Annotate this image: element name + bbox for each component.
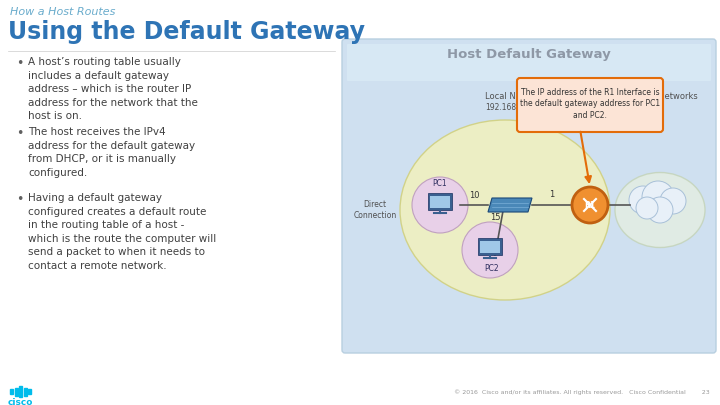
Text: The host receives the IPv4
address for the default gateway
from DHCP, or it is m: The host receives the IPv4 address for t… (28, 127, 195, 178)
Ellipse shape (400, 120, 610, 300)
FancyBboxPatch shape (517, 78, 663, 132)
Bar (24, 388, 27, 396)
Bar (19, 386, 22, 397)
Circle shape (572, 187, 608, 223)
Text: PC2: PC2 (485, 264, 499, 273)
FancyBboxPatch shape (347, 44, 711, 81)
Text: R1: R1 (585, 202, 595, 211)
Text: 15: 15 (490, 213, 500, 222)
FancyBboxPatch shape (480, 241, 500, 253)
Circle shape (629, 186, 657, 214)
Circle shape (412, 177, 468, 233)
Text: Local Network Route: Local Network Route (485, 92, 572, 101)
Circle shape (660, 188, 686, 214)
Circle shape (647, 197, 673, 223)
Ellipse shape (615, 173, 705, 247)
Text: cisco: cisco (8, 398, 33, 405)
Circle shape (636, 197, 658, 219)
Text: 192.168.10.0/24: 192.168.10.0/24 (485, 102, 548, 111)
Text: Remote Networks: Remote Networks (623, 92, 698, 101)
Text: Having a default gateway
configured creates a default route
in the routing table: Having a default gateway configured crea… (28, 193, 216, 271)
FancyBboxPatch shape (428, 193, 452, 210)
Text: PC1: PC1 (433, 179, 447, 188)
Text: Direct
Connection: Direct Connection (354, 200, 397, 220)
Text: Host Default Gateway: Host Default Gateway (447, 48, 611, 61)
Circle shape (462, 222, 518, 278)
Text: Using the Default Gateway: Using the Default Gateway (8, 20, 365, 44)
Circle shape (642, 181, 674, 213)
Bar (10, 389, 13, 394)
Text: The IP address of the R1 Interface is
the default gateway address for PC1
and PC: The IP address of the R1 Interface is th… (520, 88, 660, 120)
Bar (28, 389, 31, 394)
FancyBboxPatch shape (342, 39, 716, 353)
Text: •: • (16, 193, 23, 206)
Polygon shape (488, 198, 532, 212)
Text: 10: 10 (469, 191, 480, 200)
FancyBboxPatch shape (478, 238, 502, 255)
Text: How a Host Routes: How a Host Routes (10, 7, 115, 17)
Text: •: • (16, 127, 23, 140)
Text: A host’s routing table usually
includes a default gateway
address – which is the: A host’s routing table usually includes … (28, 57, 198, 122)
Bar (14, 388, 17, 396)
Text: •: • (16, 57, 23, 70)
FancyBboxPatch shape (430, 196, 450, 208)
Text: 1: 1 (549, 190, 554, 199)
Text: © 2016  Cisco and/or its affiliates. All rights reserved.   Cisco Confidential  : © 2016 Cisco and/or its affiliates. All … (454, 389, 710, 395)
